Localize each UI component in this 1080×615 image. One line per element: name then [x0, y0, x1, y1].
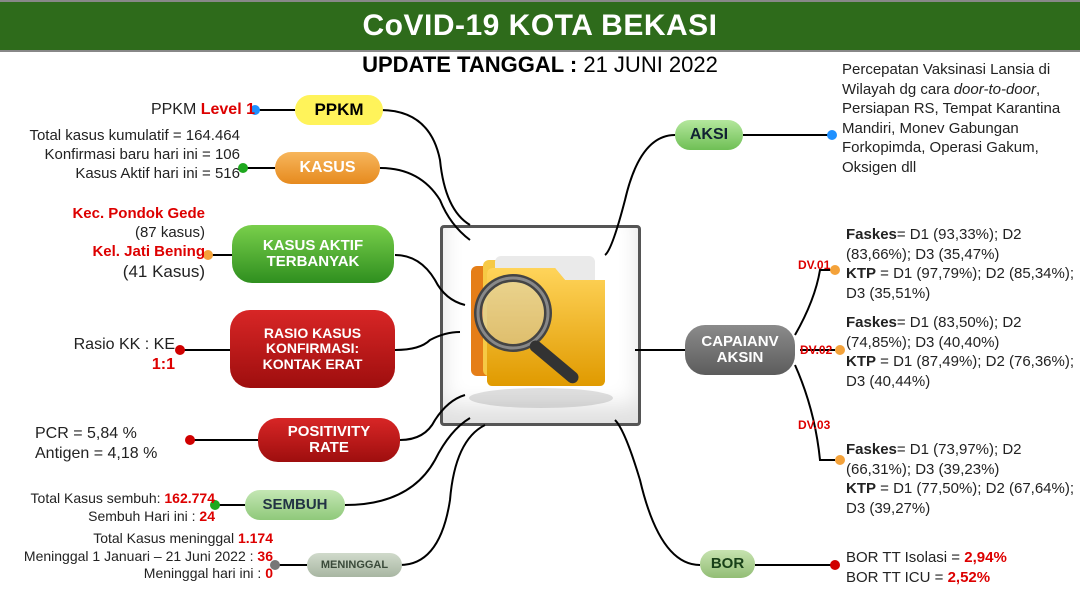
leaf-aktif-l1b: (87 kasus)	[40, 224, 205, 243]
node-kasus-label: KASUS	[299, 159, 355, 177]
leaf-ppkm-level: Level 1	[201, 101, 255, 118]
dv03-ktp-v: = D1 (77,50%); D2 (67,64%); D3 (39,27%)	[846, 480, 1074, 517]
dv01-ktp-v: = D1 (97,79%); D2 (85,34%); D3 (35,51%)	[846, 265, 1074, 302]
subtitle-value: 21 JUNI 2022	[583, 52, 718, 77]
leaf-pos-l2: Antigen = 4,18 %	[35, 444, 185, 464]
leaf-kasus-l2: Konfirmasi baru hari ini = 106	[15, 146, 240, 165]
leaf-kasus: Total kasus kumulatif = 164.464 Konfirma…	[15, 127, 240, 183]
leaf-men-l1a: Total Kasus meninggal	[93, 530, 238, 546]
leaf-sembuh-l1b: 162.774	[164, 490, 215, 506]
node-ppkm-label: PPKM	[314, 101, 363, 120]
node-positivity: POSITIVITY RATE	[258, 418, 400, 462]
infographic-stage: CoVID-19 KOTA BEKASI UPDATE TANGGAL : 21…	[0, 0, 1080, 615]
leaf-meninggal: Total Kasus meninggal 1.174 Meninggal 1 …	[3, 530, 273, 583]
leaf-bor: BOR TT Isolasi = 2,94% BOR TT ICU = 2,52…	[846, 548, 1076, 587]
node-positivity-label: POSITIVITY RATE	[270, 424, 388, 457]
page-title: CoVID-19 KOTA BEKASI	[362, 9, 717, 42]
leaf-men-l2b: 36	[257, 548, 273, 564]
page-title-banner: CoVID-19 KOTA BEKASI	[0, 0, 1080, 52]
dv01-label: DV.01	[798, 258, 830, 272]
leaf-aktif-l1: Kec. Pondok Gede	[40, 205, 205, 224]
leaf-dv02: Faskes= D1 (83,50%); D2 (74,85%); D3 (40…	[846, 313, 1080, 391]
leaf-sembuh-l1a: Total Kasus sembuh:	[31, 490, 165, 506]
node-kasus-aktif-label: KASUS AKTIF TERBANYAK	[244, 238, 382, 271]
leaf-sembuh-l2b: 24	[199, 508, 215, 524]
node-kasus-aktif: KASUS AKTIF TERBANYAK	[232, 225, 394, 283]
leaf-dv01: Faskes= D1 (93,33%); D2 (83,66%); D3 (35…	[846, 225, 1076, 303]
leaf-rasio: Rasio KK : KE 1:1	[40, 335, 175, 375]
center-icon-box	[440, 225, 641, 426]
leaf-kasus-l3: Kasus Aktif hari ini = 516	[15, 165, 240, 184]
dv03-label: DV.03	[798, 418, 830, 432]
leaf-sembuh: Total Kasus sembuh: 162.774 Sembuh Hari …	[5, 490, 215, 525]
dv01-ktp: KTP	[846, 265, 876, 282]
node-capaian: CAPAIANV AKSIN	[685, 325, 795, 375]
bor-l2a: BOR TT ICU =	[846, 569, 948, 586]
node-bor: BOR	[700, 550, 755, 578]
leaf-rasio-l1: Rasio KK : KE	[40, 335, 175, 355]
leaf-pos-l1: PCR = 5,84 %	[35, 424, 185, 444]
node-capaian-label: CAPAIANV AKSIN	[697, 334, 783, 367]
node-sembuh: SEMBUH	[245, 490, 345, 520]
leaf-ppkm-lbl: PPKM	[151, 101, 201, 118]
node-aksi-label: AKSI	[690, 126, 728, 144]
leaf-rasio-l2: 1:1	[40, 355, 175, 375]
leaf-aktif: Kec. Pondok Gede (87 kasus) Kel. Jati Be…	[40, 205, 205, 283]
dv02-ktp: KTP	[846, 353, 876, 370]
bor-l1a: BOR TT Isolasi =	[846, 549, 964, 566]
leaf-dv03: Faskes= D1 (73,97%); D2 (66,31%); D3 (39…	[846, 440, 1076, 518]
node-rasio: RASIO KASUS KONFIRMASI: KONTAK ERAT	[230, 310, 395, 388]
dv03-faskes: Faskes	[846, 441, 897, 458]
subtitle-label: UPDATE TANGGAL :	[362, 52, 577, 77]
node-meninggal-label: MENINGGAL	[321, 559, 388, 571]
leaf-men-l1b: 1.174	[238, 530, 273, 546]
node-bor-label: BOR	[711, 556, 744, 573]
dv01-faskes: Faskes	[846, 226, 897, 243]
leaf-men-l3b: 0	[265, 565, 273, 581]
leaf-aktif-l2b: (41 Kasus)	[40, 261, 205, 282]
leaf-kasus-l1: Total kasus kumulatif = 164.464	[15, 127, 240, 146]
leaf-sembuh-l2a: Sembuh Hari ini :	[88, 508, 199, 524]
leaf-men-l2a: Meninggal 1 Januari – 21 Juni 2022 :	[24, 548, 258, 564]
bor-l1b: 2,94%	[964, 549, 1007, 566]
node-sembuh-label: SEMBUH	[262, 497, 327, 514]
leaf-aktif-l2: Kel. Jati Bening	[40, 243, 205, 262]
leaf-ppkm: PPKM Level 1	[95, 100, 255, 120]
node-rasio-label: RASIO KASUS KONFIRMASI: KONTAK ERAT	[242, 326, 383, 372]
dv02-label: DV.02	[800, 343, 832, 357]
node-meninggal: MENINGGAL	[307, 553, 402, 577]
leaf-men-l3a: Meninggal hari ini :	[144, 565, 265, 581]
dv03-ktp: KTP	[846, 480, 876, 497]
leaf-aksi-italic: door-to-door	[954, 81, 1036, 98]
node-aksi: AKSI	[675, 120, 743, 150]
node-ppkm: PPKM	[295, 95, 383, 125]
leaf-positivity: PCR = 5,84 % Antigen = 4,18 %	[35, 424, 185, 464]
dv02-faskes: Faskes	[846, 314, 897, 331]
bor-l2b: 2,52%	[948, 569, 991, 586]
dv02-ktp-v: = D1 (87,49%); D2 (76,36%); D3 (40,44%)	[846, 353, 1074, 390]
folder-magnifier-icon	[453, 238, 628, 413]
leaf-aksi: Percepatan Vaksinasi Lansia di Wilayah d…	[842, 60, 1067, 177]
node-kasus: KASUS	[275, 152, 380, 184]
